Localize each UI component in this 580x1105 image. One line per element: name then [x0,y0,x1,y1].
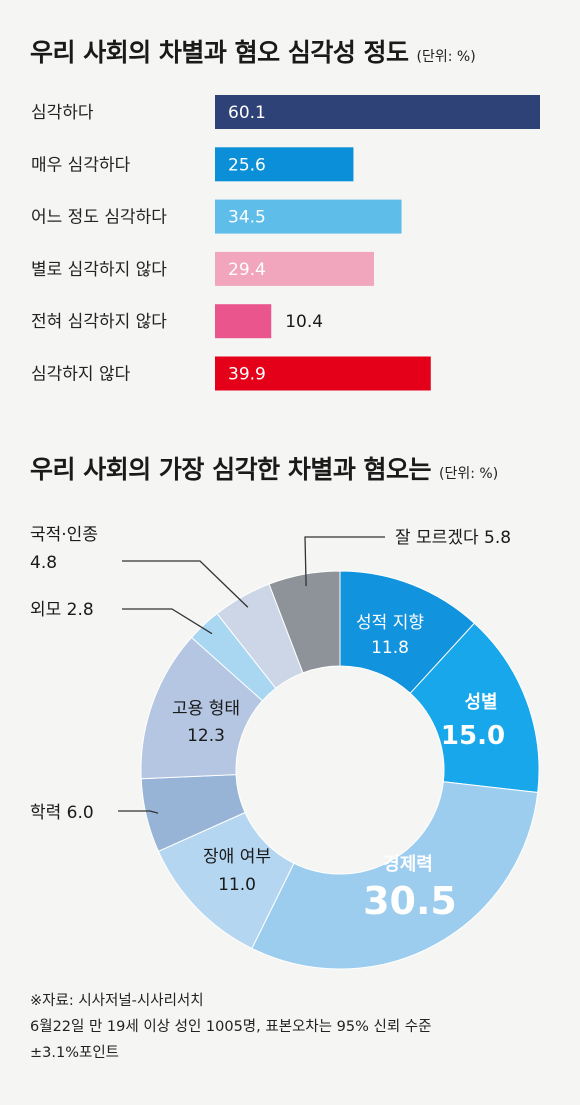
source-line-1: ※자료: 시사저널-시사리서치 [30,993,204,1009]
slice-label: 장애 여부 [203,847,271,867]
bar-value-label: 10.4 [285,312,323,332]
bar-0 [215,95,540,129]
slice-label: 외모 2.8 [30,600,94,620]
bar-1 [215,147,354,182]
slice-value-label: 4.8 [30,553,57,573]
leader-line [304,536,385,587]
bar-category-label: 어느 정도 심각하다 [31,208,167,228]
leader-line [122,560,249,608]
slice-label: 성별 [464,692,497,713]
source-line-3: ±3.1%포인트 [30,1045,120,1061]
slice-label: 잘 모르겠다 5.8 [395,528,511,548]
bar-5 [215,356,431,391]
donut-chart: 성적 지향 11.8 성별 15.0 경제력 30.5 장애 여부 11.0 고용 형태 12.3… [30,525,540,970]
bar-chart: 심각하다 60.1 매우 심각하다 25.6 어느 정도 심각하다 34.5 별로 심각하지… [31,95,540,391]
bar-value-label: 29.4 [228,260,266,280]
source-note: ※자료: 시사저널-시사리서치 6월22일 만 19세 이상 성인 1005명,… [30,988,431,1066]
bar-2 [215,199,402,234]
slice-value-label: 11.0 [218,875,256,895]
donut-chart-title: 우리 사회의 가장 심각한 차별과 혐오는 (단위: %) [30,457,498,482]
donut-slice-8 [268,570,341,674]
bar-category-label: 심각하지 않다 [31,365,131,385]
source-line-2: 6월22일 만 19세 이상 성인 1005명, 표본오차는 95% 신뢰 수준 [30,1019,432,1035]
leader-line [118,810,159,814]
bar-value-label: 25.6 [228,155,266,175]
bar-value-label: 39.9 [228,365,266,385]
slice-label: 학력 6.0 [30,803,94,823]
slice-label: 성적 지향 [356,613,424,633]
bar-value-label: 60.1 [228,103,266,123]
bar-category-label: 매우 심각하다 [31,155,131,175]
bar-chart-title: 우리 사회의 차별과 혐오 심각성 정도 (단위: %) [30,40,476,65]
bar-4 [215,304,272,339]
bar-value-label: 34.5 [228,208,266,228]
slice-label: 국적·인종 [30,525,98,545]
bar-category-label: 심각하다 [31,103,94,123]
leader-line [122,608,213,635]
slice-value-label: 15.0 [441,721,505,751]
slice-label: 고용 형태 [172,699,240,719]
donut-chart-unit: (단위: %) [439,466,499,482]
bar-3 [215,251,374,286]
bar-chart-unit: (단위: %) [416,49,476,65]
slice-label: 경제력 [383,854,433,875]
slice-value-label: 30.5 [363,879,457,923]
slice-value-label: 11.8 [371,638,409,658]
bar-category-label: 별로 심각하지 않다 [31,260,167,280]
donut-chart-title-text: 우리 사회의 가장 심각한 차별과 혐오는 [30,455,432,484]
donut-slice-2 [251,781,539,970]
slice-value-label: 12.3 [187,726,225,746]
bar-chart-title-text: 우리 사회의 차별과 혐오 심각성 정도 [30,38,409,67]
bar-category-label: 전혀 심각하지 않다 [31,312,167,332]
